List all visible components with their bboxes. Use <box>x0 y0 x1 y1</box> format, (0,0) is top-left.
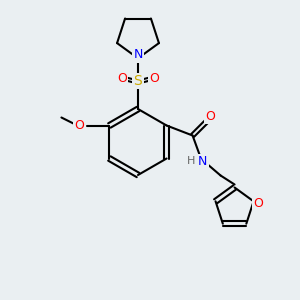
Text: O: O <box>74 119 84 132</box>
Text: H: H <box>186 157 195 166</box>
Text: O: O <box>149 73 159 85</box>
Text: S: S <box>134 74 142 88</box>
Text: N: N <box>133 49 143 62</box>
Text: O: O <box>206 110 215 123</box>
Text: O: O <box>254 197 263 210</box>
Text: N: N <box>198 155 207 168</box>
Text: O: O <box>117 73 127 85</box>
